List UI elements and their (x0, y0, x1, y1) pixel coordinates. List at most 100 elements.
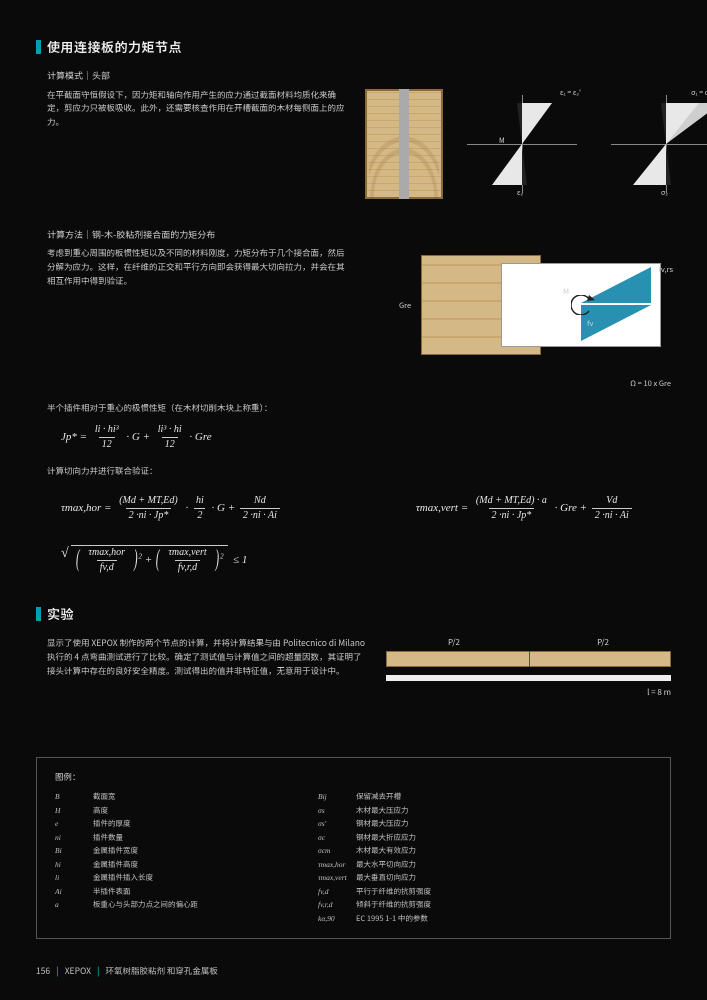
legend-row: H高度 (55, 806, 198, 817)
legend-row: σcm木材最大有效应力 (318, 846, 431, 857)
legend-desc: 金属插件高度 (93, 860, 138, 871)
stress-diagram: σ₁ = σ₂' = σcm σ₂ (601, 89, 707, 199)
legend-row: σs木材最大压应力 (318, 806, 431, 817)
legend-symbol: B (55, 792, 93, 803)
legend-row: ni插件数量 (55, 833, 198, 844)
label-sig-s: σ₁ = σ₂' = σcm (691, 89, 707, 99)
legend-symbol: σcm (318, 846, 356, 857)
legend-symbol: σs' (318, 819, 356, 830)
formula-1-block: 半个插件相对于重心的极惯性矩（在木材切削木块上称重）： Jp* = li · h… (47, 403, 671, 452)
legend-desc: 金属插件插入长度 (93, 873, 153, 884)
legend-desc: 钢材最大折应应力 (356, 833, 416, 844)
formula-jp: Jp* = li · hi³12 · G + li³ · hi12 · Gre (61, 423, 671, 452)
legend-desc: 截面宽 (93, 792, 116, 803)
legend-desc: 木材最大有效应力 (356, 846, 416, 857)
section-2: 考虑到重心周围的板惯性矩以及不同的材料刚度，力矩分布于几个接合面，然后分解为应力… (47, 247, 671, 377)
legend-symbol: τmax,hor (318, 860, 356, 871)
legend-row: fv,r,d倾斜于纤维的抗剪强度 (318, 900, 431, 911)
label-eps-s: ε₁ = ε₂' (560, 89, 581, 99)
legend-desc: EC 1995 1-1 中的参数 (356, 914, 428, 925)
section-2-title: 计算方法｜钢-木-胶粘剂接合面的力矩分布 (47, 229, 671, 242)
legend-desc: 最大水平切向应力 (356, 860, 416, 871)
legend-desc: 插件数量 (93, 833, 123, 844)
legend-desc: 板重心与头部力点之间的偏心距 (93, 900, 198, 911)
legend-row: σs'钢材最大压应力 (318, 819, 431, 830)
legend-desc: 高度 (93, 806, 108, 817)
legend-symbol: fv,d (318, 887, 356, 898)
section-1-text: 在平截面守恒假设下，因力矩和轴向作用产生的应力通过截面材料均质化来确定，剪应力只… (47, 89, 347, 199)
section-1-title: 使用连接板的力矩节点 (47, 38, 182, 56)
page-number: 156 (36, 966, 50, 978)
legend-row: a板重心与头部力点之间的偏心距 (55, 900, 198, 911)
formula-tau-hor: τmax,hor = (Md + MT,Ed)2 ·ni · Jp* · hi2… (61, 494, 282, 523)
label-fv: fv (587, 319, 593, 330)
label-eps-b: ε₂ (517, 189, 523, 199)
label-span: l = 8 m (647, 687, 671, 698)
section-1-subtitle: 计算模式｜头部 (47, 70, 671, 83)
section-1-body: 在平截面守恒假设下，因力矩和轴向作用产生的应力通过截面材料均质化来确定，剪应力只… (47, 89, 671, 199)
legend-symbol: e (55, 819, 93, 830)
label-m2: M (563, 287, 569, 298)
label-p2-left: P/2 (448, 637, 460, 648)
legend-desc: 平行于纤维的抗剪强度 (356, 887, 431, 898)
experiment-heading: 实验 (36, 605, 671, 623)
legend-symbol: a (55, 900, 93, 911)
legend-symbol: Ai (55, 887, 93, 898)
legend-symbol: σs (318, 806, 356, 817)
accent-bar (36, 607, 41, 621)
label-sig-b: σ₂ (661, 189, 668, 199)
footer-sep-icon: | (97, 966, 100, 978)
formula-verification: ( τmax,horfv,d )2 + ( τmax,vertfv,r,d )2… (61, 545, 671, 575)
legend-row: Bi金属插件宽度 (55, 846, 198, 857)
label-omega: Ω = 10 x Gre (630, 379, 671, 390)
section-1-diagrams: M ε₁ = ε₂' ε₂ σ₁ = σ₂' = σcm σ₂ (365, 89, 707, 199)
footer-desc: 环氧树脂胶粘剂 和穿孔金属板 (105, 966, 217, 978)
legend-row: e插件的厚度 (55, 819, 198, 830)
legend-row: Ai半插件表面 (55, 887, 198, 898)
legend-symbol: H (55, 806, 93, 817)
legend-row: σc钢材最大折应应力 (318, 833, 431, 844)
footer-sep-icon: | (56, 966, 59, 978)
legend-desc: 最大垂直切向应力 (356, 873, 416, 884)
label-fvrs: fv,rs (658, 265, 673, 276)
beam-test-diagram: P/2 P/2 l = 8 m (386, 637, 671, 707)
accent-bar (36, 40, 41, 54)
wood-cross-section-diagram (365, 89, 443, 199)
label-gre: Gre (399, 301, 411, 312)
legend-symbol: li (55, 873, 93, 884)
legend-symbol: σc (318, 833, 356, 844)
glue-interface-diagram: Gre fv,rs fv M Ω = 10 x Gre (421, 247, 671, 377)
legend-desc: 半插件表面 (93, 887, 131, 898)
legend-desc: 金属插件宽度 (93, 846, 138, 857)
legend-desc: 倾斜于纤维的抗剪强度 (356, 900, 431, 911)
legend-row: hi金属插件高度 (55, 860, 198, 871)
legend-row: fv,d平行于纤维的抗剪强度 (318, 887, 431, 898)
legend-desc: 钢材最大压应力 (356, 819, 409, 830)
experiment-body: 显示了使用 XEPOX 制作的两个节点的计算，并将计算结果与由 Politecn… (47, 637, 671, 707)
legend-symbol: τmax,vert (318, 873, 356, 884)
formula-2-lead: 计算切向力并进行联合验证： (47, 466, 671, 478)
legend-symbol: Bij (318, 792, 356, 803)
legend-row: τmax,vert最大垂直切向应力 (318, 873, 431, 884)
strain-diagram: M ε₁ = ε₂' ε₂ (457, 89, 587, 199)
legend-symbol: Bi (55, 846, 93, 857)
legend-symbol: kα,90 (318, 914, 356, 925)
legend-col-right: Bij保留减去开槽σs木材最大压应力σs'钢材最大压应力σc钢材最大折应应力σc… (318, 792, 431, 924)
label-m: M (499, 137, 505, 147)
legend-row: li金属插件插入长度 (55, 873, 198, 884)
experiment-title: 实验 (47, 605, 74, 623)
legend-row: kα,90EC 1995 1-1 中的参数 (318, 914, 431, 925)
legend-symbol: hi (55, 860, 93, 871)
page-footer: 156 | XEPOX | 环氧树脂胶粘剂 和穿孔金属板 (36, 966, 218, 978)
formula-tau-vert: τmax,vert = (Md + MT,Ed) · a2 ·ni · Jp* … (416, 494, 634, 523)
legend-row: τmax,hor最大水平切向应力 (318, 860, 431, 871)
legend-desc: 木材最大压应力 (356, 806, 409, 817)
legend-symbol: fv,r,d (318, 900, 356, 911)
legend-desc: 插件的厚度 (93, 819, 131, 830)
legend-row: B截面宽 (55, 792, 198, 803)
formula-2-block: 计算切向力并进行联合验证： τmax,hor = (Md + MT,Ed)2 ·… (47, 466, 671, 575)
legend-col-left: B截面宽H高度e插件的厚度ni插件数量Bi金属插件宽度hi金属插件高度li金属插… (55, 792, 198, 924)
formula-1-lead: 半个插件相对于重心的极惯性矩（在木材切削木块上称重）： (47, 403, 671, 415)
footer-brand: XEPOX (65, 966, 91, 978)
section-1-heading: 使用连接板的力矩节点 (36, 38, 671, 56)
